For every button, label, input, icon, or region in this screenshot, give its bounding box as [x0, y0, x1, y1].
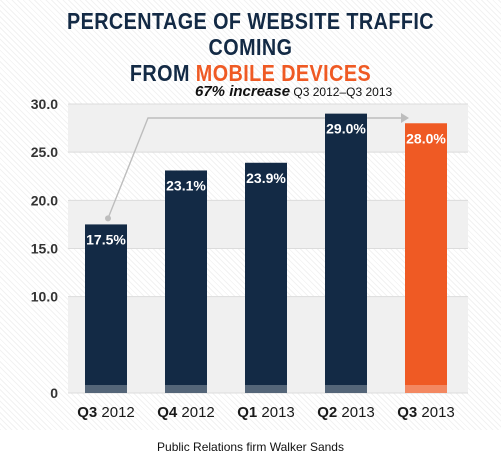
- x-tick-label-quarter: Q3: [77, 404, 97, 421]
- bar-base: [325, 385, 367, 393]
- y-axis-ticks: 0 10.0 15.0 20.0 25.0 30.0: [31, 96, 58, 401]
- x-tick-label: Q3 2012: [77, 404, 135, 421]
- x-tick-label: Q1 2013: [237, 404, 295, 421]
- x-tick-label-quarter: Q4: [157, 404, 178, 421]
- bar-chart: 0 10.0 15.0 20.0 25.0 30.0 17.5% 23.1% 23.9% 29.…: [31, 83, 468, 421]
- bar-value-label: 28.0%: [406, 130, 446, 146]
- bar-base: [165, 385, 207, 393]
- bar: [165, 170, 207, 393]
- bar: [325, 113, 367, 393]
- x-tick-label-quarter: Q1: [237, 404, 257, 421]
- x-tick-label-year: 2013: [417, 404, 455, 421]
- x-tick-label: Q2 2013: [317, 404, 375, 421]
- title-line-1: PERCENTAGE OF WEBSITE TRAFFIC COMING: [66, 8, 435, 60]
- increase-arrow: [105, 113, 409, 222]
- bar-value-label: 23.1%: [166, 177, 206, 193]
- annotation-range: Q3 2012–Q3 2013: [290, 85, 392, 99]
- title-line-2-prefix: FROM: [129, 60, 196, 86]
- y-tick-label: 30.0: [31, 96, 58, 112]
- x-tick-label-year: 2012: [97, 404, 135, 421]
- arrow-head: [401, 113, 409, 123]
- annotation: 67% increase Q3 2012–Q3 2013: [195, 83, 392, 100]
- bar-value-label: 23.9%: [246, 170, 286, 186]
- x-tick-label: Q3 2013: [397, 404, 455, 421]
- grid-band: [68, 104, 468, 153]
- x-tick-label-quarter: Q2: [317, 404, 337, 421]
- x-tick-label: Q4 2012: [157, 404, 215, 421]
- y-tick-label: 25.0: [31, 144, 58, 160]
- bar-base: [245, 385, 287, 393]
- x-tick-label-quarter: Q3: [397, 404, 417, 421]
- arrow-line: [107, 117, 401, 219]
- source-caption: Public Relations firm Walker Sands: [157, 440, 344, 454]
- y-tick-label: 20.0: [31, 192, 58, 208]
- title-line-2: FROM MOBILE DEVICES: [35, 60, 466, 86]
- x-tick-label-year: 2012: [177, 404, 215, 421]
- bar-base: [85, 385, 127, 393]
- bar-base: [405, 385, 447, 393]
- bar: [245, 162, 287, 393]
- y-tick-label: 10.0: [31, 289, 58, 305]
- y-tick-label: 0: [50, 385, 58, 401]
- x-axis-labels: Q3 2012 Q4 2012 Q1 2013 Q2 2013 Q3 2013: [77, 404, 455, 421]
- bars: 17.5% 23.1% 23.9% 29.0% 28.0%: [85, 113, 447, 394]
- chart-title: PERCENTAGE OF WEBSITE TRAFFIC COMING FRO…: [35, 8, 466, 86]
- x-tick-label-year: 2013: [257, 404, 295, 421]
- arrow-start-dot: [105, 215, 111, 222]
- title-highlight: MOBILE DEVICES: [195, 60, 372, 86]
- bar-value-label: 29.0%: [326, 121, 366, 137]
- bar: [405, 123, 447, 394]
- x-tick-label-year: 2013: [337, 404, 375, 421]
- annotation-bold: 67% increase: [195, 83, 290, 100]
- bar-value-label: 17.5%: [86, 231, 126, 247]
- bar: [85, 224, 127, 393]
- y-tick-label: 15.0: [31, 241, 58, 257]
